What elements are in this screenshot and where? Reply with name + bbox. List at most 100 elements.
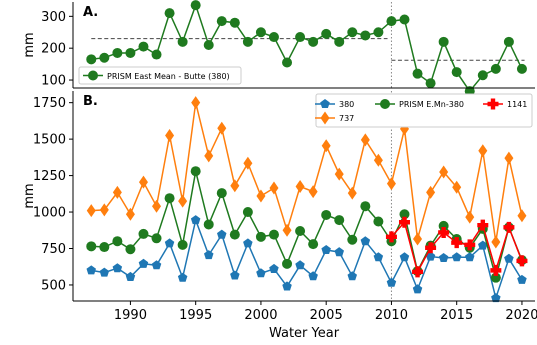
y-tick-label: 500 bbox=[41, 278, 66, 293]
legend: PRISM East Mean - Butte (380) bbox=[78, 66, 242, 85]
data-point bbox=[334, 36, 345, 47]
data-point bbox=[321, 28, 332, 39]
data-point bbox=[465, 252, 475, 262]
data-point bbox=[347, 234, 358, 245]
data-point bbox=[503, 221, 515, 233]
series-line bbox=[91, 217, 523, 301]
data-point bbox=[399, 14, 410, 25]
data-point bbox=[295, 260, 305, 270]
data-point bbox=[99, 267, 110, 277]
data-point bbox=[229, 17, 240, 28]
data-point bbox=[112, 47, 123, 58]
data-point bbox=[360, 30, 371, 41]
data-point bbox=[256, 189, 266, 203]
data-point bbox=[230, 270, 240, 280]
legend-label: PRISM E.Mn-380 bbox=[399, 100, 464, 109]
data-point bbox=[177, 239, 188, 250]
y-tick-label: 1000 bbox=[33, 206, 66, 221]
y-tick-label: 1250 bbox=[33, 169, 66, 184]
data-point bbox=[204, 149, 214, 163]
data-point bbox=[269, 181, 279, 195]
data-point bbox=[164, 238, 175, 248]
data-point bbox=[491, 235, 501, 249]
data-point bbox=[86, 54, 97, 65]
data-point bbox=[308, 271, 318, 281]
data-point bbox=[425, 78, 436, 89]
data-point bbox=[295, 32, 306, 43]
data-point bbox=[464, 239, 476, 251]
data-point bbox=[399, 252, 410, 262]
data-point bbox=[438, 226, 450, 238]
data-point bbox=[386, 16, 397, 27]
data-point bbox=[190, 215, 201, 225]
data-point bbox=[477, 219, 489, 231]
data-point bbox=[478, 144, 488, 158]
data-point bbox=[334, 247, 344, 257]
legend-marker bbox=[380, 99, 390, 109]
legend-marker bbox=[320, 111, 330, 125]
data-point bbox=[190, 166, 201, 177]
data-point bbox=[229, 229, 240, 240]
data-point bbox=[230, 179, 240, 193]
legend-label: PRISM East Mean - Butte (380) bbox=[107, 72, 230, 81]
data-point bbox=[451, 67, 462, 78]
x-tick-label: 2020 bbox=[505, 308, 537, 323]
data-point bbox=[152, 199, 162, 213]
x-tick-label: 1995 bbox=[179, 308, 212, 323]
panel-label: A. bbox=[83, 5, 98, 20]
data-point bbox=[190, 0, 201, 11]
y-tick-label: 1500 bbox=[33, 133, 66, 148]
data-point bbox=[177, 36, 188, 47]
data-point bbox=[451, 237, 463, 249]
data-point bbox=[255, 27, 266, 38]
data-point bbox=[216, 16, 227, 27]
data-point bbox=[347, 27, 358, 38]
data-point bbox=[125, 244, 136, 255]
data-point bbox=[516, 255, 528, 267]
data-point bbox=[373, 153, 383, 167]
data-point bbox=[112, 236, 123, 247]
data-point bbox=[478, 240, 488, 250]
data-point bbox=[86, 204, 96, 218]
data-point bbox=[217, 229, 227, 239]
data-point bbox=[242, 207, 253, 218]
y-tick-label: 1750 bbox=[33, 96, 66, 111]
data-point bbox=[282, 57, 293, 68]
data-point bbox=[334, 167, 344, 181]
legend-frame bbox=[315, 93, 533, 128]
data-point bbox=[295, 226, 306, 236]
y-axis-label: mm bbox=[22, 32, 37, 57]
data-point bbox=[243, 156, 253, 170]
data-point bbox=[243, 238, 253, 248]
data-point bbox=[347, 186, 357, 200]
data-point bbox=[438, 253, 449, 262]
data-point bbox=[112, 263, 123, 273]
data-point bbox=[452, 180, 462, 194]
data-point bbox=[282, 258, 293, 269]
data-point bbox=[504, 151, 514, 165]
data-point bbox=[360, 133, 370, 147]
y-tick-label: 200 bbox=[41, 42, 66, 57]
data-point bbox=[412, 266, 424, 278]
data-point bbox=[439, 165, 449, 179]
legend-label: 737 bbox=[339, 114, 354, 123]
data-point bbox=[399, 122, 409, 136]
data-point bbox=[282, 223, 292, 237]
data-point bbox=[491, 293, 501, 303]
data-point bbox=[204, 250, 214, 260]
data-point bbox=[398, 216, 410, 228]
data-point bbox=[321, 245, 331, 254]
data-point bbox=[385, 231, 397, 243]
y-tick-label: 100 bbox=[41, 74, 66, 89]
x-tick-label: 2000 bbox=[244, 308, 277, 323]
data-point bbox=[399, 209, 410, 220]
data-point bbox=[255, 231, 266, 242]
data-point bbox=[269, 263, 279, 273]
data-point bbox=[504, 253, 514, 263]
data-point bbox=[125, 207, 135, 221]
data-point bbox=[360, 201, 371, 212]
legend: 380 737 PRISM E.Mn-380 1141 bbox=[315, 93, 533, 128]
data-point bbox=[138, 175, 148, 189]
data-point bbox=[216, 188, 227, 199]
